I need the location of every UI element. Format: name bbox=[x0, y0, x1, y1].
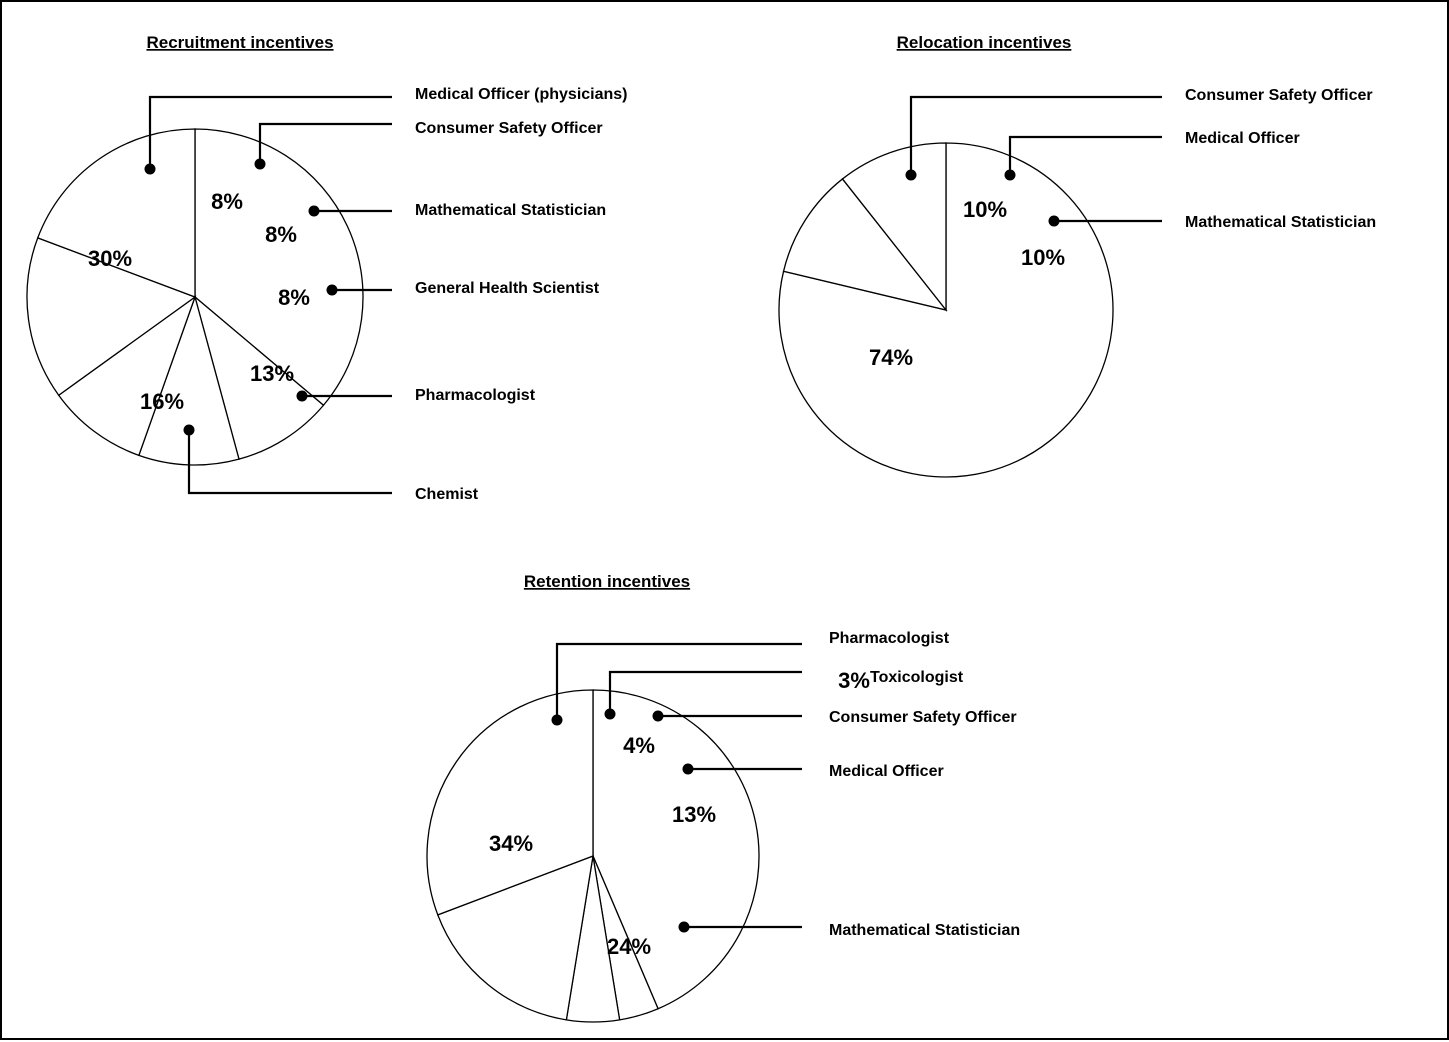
category-label-medical-officer-physicians: Medical Officer (physicians) bbox=[415, 86, 628, 103]
leader-dot bbox=[1048, 215, 1060, 227]
slice-percent-label: 16% bbox=[140, 389, 184, 414]
leader-dot bbox=[905, 169, 917, 181]
leader-dot bbox=[254, 158, 266, 170]
leader-line bbox=[187, 430, 392, 495]
category-label-mathematical-statistician: Mathematical Statistician bbox=[1185, 214, 1376, 231]
category-label-toxicologist: Toxicologist bbox=[870, 669, 964, 686]
category-label-medical-officer: Medical Officer bbox=[829, 763, 944, 780]
slice-percent-label: 8% bbox=[278, 285, 310, 310]
category-label-medical-officer: Medical Officer bbox=[1185, 130, 1300, 147]
pie-chart-recruitment-incentives: Recruitment incentives 30% Medical Officer… bbox=[26, 33, 628, 503]
leader-dot bbox=[183, 424, 195, 436]
chart-title: Relocation incentives bbox=[897, 33, 1072, 52]
slice-percent-label: 8% bbox=[265, 222, 297, 247]
category-label-consumer-safety-officer: Consumer Safety Officer bbox=[1185, 87, 1373, 104]
leader-dot bbox=[326, 284, 338, 296]
leader-dot bbox=[144, 163, 156, 175]
leader-line bbox=[608, 670, 802, 714]
slice-percent-label: 3% bbox=[838, 668, 870, 693]
slice-percent-label: 74% bbox=[869, 345, 913, 370]
category-label-consumer-safety-officer: Consumer Safety Officer bbox=[829, 709, 1017, 726]
slice-percent-label: 8% bbox=[211, 189, 243, 214]
slice-percent-label: 24% bbox=[607, 934, 651, 959]
pie-slice-mathematical-statistician bbox=[841, 142, 947, 312]
pie-chart-relocation-incentives: Relocation incentives 74% Consumer Safety … bbox=[778, 33, 1376, 478]
pie-slice-mathematical-statistician bbox=[426, 689, 594, 916]
leader-line bbox=[909, 95, 1162, 175]
category-label-general-health-scientist: General Health Scientist bbox=[415, 280, 600, 297]
pie-slice-general-health-scientist bbox=[57, 295, 197, 457]
slice-percent-label: 4% bbox=[623, 733, 655, 758]
leader-dot bbox=[652, 710, 664, 722]
category-label-mathematical-statistician: Mathematical Statistician bbox=[829, 922, 1020, 939]
pie-slice-chemist bbox=[36, 128, 196, 298]
leader-dot bbox=[1004, 169, 1016, 181]
leader-dot bbox=[682, 763, 694, 775]
slice-percent-label: 34% bbox=[489, 831, 533, 856]
category-label-consumer-safety-officer: Consumer Safety Officer bbox=[415, 120, 603, 137]
slice-percent-label: 30% bbox=[88, 246, 132, 271]
chart-title: Recruitment incentives bbox=[146, 33, 333, 52]
category-label-mathematical-statistician: Mathematical Statistician bbox=[415, 202, 606, 219]
leader-dot bbox=[296, 390, 308, 402]
category-label-pharmacologist: Pharmacologist bbox=[829, 630, 950, 647]
slice-percent-label: 10% bbox=[963, 197, 1007, 222]
chart-title: Retention incentives bbox=[524, 572, 690, 591]
slice-percent-label: 10% bbox=[1021, 245, 1065, 270]
pie-chart-retention-incentives: Retention incentives 34% Pharmacologist 3% T… bbox=[426, 572, 1020, 1023]
category-label-pharmacologist: Pharmacologist bbox=[415, 387, 536, 404]
pie-slice-medical-officer-physicians bbox=[194, 128, 364, 407]
leader-line bbox=[148, 95, 392, 169]
leader-line bbox=[1008, 135, 1162, 175]
leader-dot bbox=[308, 205, 320, 217]
leader-dot bbox=[678, 921, 690, 933]
leader-dot bbox=[604, 708, 616, 720]
pie-slice-medical-officer bbox=[436, 854, 594, 1021]
leader-line bbox=[258, 122, 392, 164]
pie-slice-pharmacologist bbox=[26, 237, 197, 397]
pie-slice-medical-officer bbox=[782, 178, 948, 312]
slice-percent-label: 13% bbox=[250, 361, 294, 386]
leader-line bbox=[555, 642, 802, 720]
slice-percent-label: 13% bbox=[672, 802, 716, 827]
category-label-chemist: Chemist bbox=[415, 486, 479, 503]
pie-slice-consumer-safety-officer bbox=[193, 295, 325, 460]
leader-dot bbox=[551, 714, 563, 726]
